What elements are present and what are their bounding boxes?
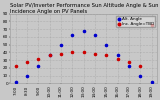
Alt. Angle xyxy=(116,55,119,56)
Alt. Angle xyxy=(150,81,153,83)
Inc. Angle=TBD xyxy=(94,53,96,55)
Inc. Angle=TBD xyxy=(37,58,40,59)
Inc. Angle=TBD xyxy=(26,61,28,62)
Alt. Angle xyxy=(105,44,108,45)
Alt. Angle xyxy=(37,66,40,67)
Alt. Angle xyxy=(26,75,28,76)
Alt. Angle xyxy=(139,75,142,76)
Inc. Angle=TBD xyxy=(116,58,119,59)
Alt. Angle xyxy=(71,34,74,36)
Text: Solar PV/Inverter Performance Sun Altitude Angle & Sun Incidence Angle on PV Pan: Solar PV/Inverter Performance Sun Altitu… xyxy=(10,3,159,14)
Inc. Angle=TBD xyxy=(48,55,51,56)
Alt. Angle xyxy=(15,81,17,83)
Inc. Angle=TBD xyxy=(105,55,108,56)
Alt. Angle xyxy=(94,34,96,36)
Alt. Angle xyxy=(128,66,130,67)
Inc. Angle=TBD xyxy=(150,24,153,26)
Inc. Angle=TBD xyxy=(60,53,62,55)
Inc. Angle=TBD xyxy=(15,66,17,67)
Alt. Angle xyxy=(48,55,51,56)
Alt. Angle xyxy=(82,30,85,31)
Inc. Angle=TBD xyxy=(71,52,74,53)
Legend: Alt. Angle, Inc. Angle=TBD: Alt. Angle, Inc. Angle=TBD xyxy=(116,16,155,27)
Inc. Angle=TBD xyxy=(128,61,130,62)
Inc. Angle=TBD xyxy=(139,66,142,67)
Alt. Angle xyxy=(60,44,62,45)
Inc. Angle=TBD xyxy=(82,52,85,53)
